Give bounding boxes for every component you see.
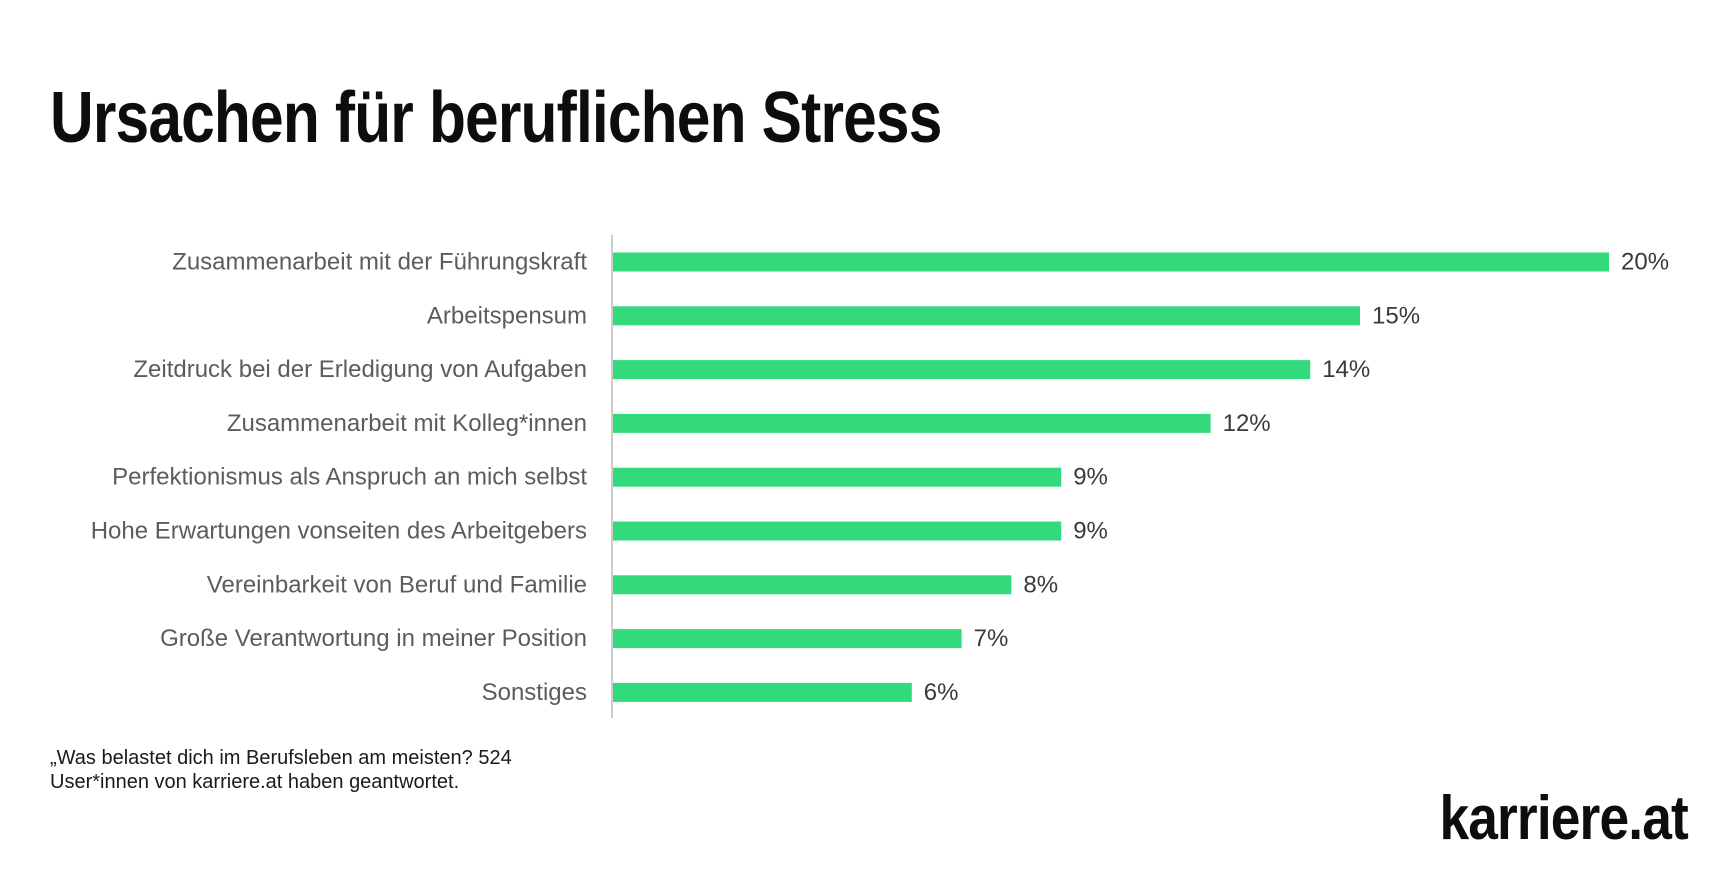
chart-title: Ursachen für beruflichen Stress: [50, 78, 942, 158]
bar: [613, 306, 1360, 326]
category-label: Zusammenarbeit mit Kolleg*innen: [227, 410, 587, 437]
value-label: 15%: [1372, 302, 1420, 329]
value-label: 6%: [924, 679, 959, 706]
survey-footnote: „Was belastet dich im Berufsleben am mei…: [50, 747, 512, 793]
category-label: Perfektionismus als Anspruch an mich sel…: [112, 464, 587, 491]
category-label: Vereinbarkeit von Beruf und Familie: [207, 571, 587, 598]
bar: [613, 360, 1311, 380]
bar: [613, 629, 962, 649]
value-label: 9%: [1073, 518, 1108, 545]
value-label: 12%: [1223, 410, 1271, 437]
value-label: 14%: [1322, 356, 1370, 383]
category-label: Große Verantwortung in meiner Position: [160, 625, 587, 652]
bar: [613, 252, 1609, 272]
category-label: Zeitdruck bei der Erledigung von Aufgabe…: [133, 356, 587, 383]
category-label: Hohe Erwartungen vonseiten des Arbeitgeb…: [91, 518, 587, 545]
value-label: 7%: [974, 625, 1009, 652]
value-label: 8%: [1023, 571, 1058, 598]
category-label: Sonstiges: [482, 679, 587, 706]
bar: [613, 575, 1012, 595]
bar: [613, 521, 1062, 541]
value-label: 20%: [1621, 249, 1669, 276]
bar: [613, 467, 1062, 487]
karriere-logo[interactable]: karriere.at: [1439, 784, 1689, 853]
value-label: 9%: [1073, 464, 1108, 491]
category-label: Zusammenarbeit mit der Führungskraft: [172, 249, 587, 276]
bar: [613, 413, 1211, 433]
category-label: Arbeitspensum: [427, 302, 587, 329]
bar: [613, 682, 912, 702]
